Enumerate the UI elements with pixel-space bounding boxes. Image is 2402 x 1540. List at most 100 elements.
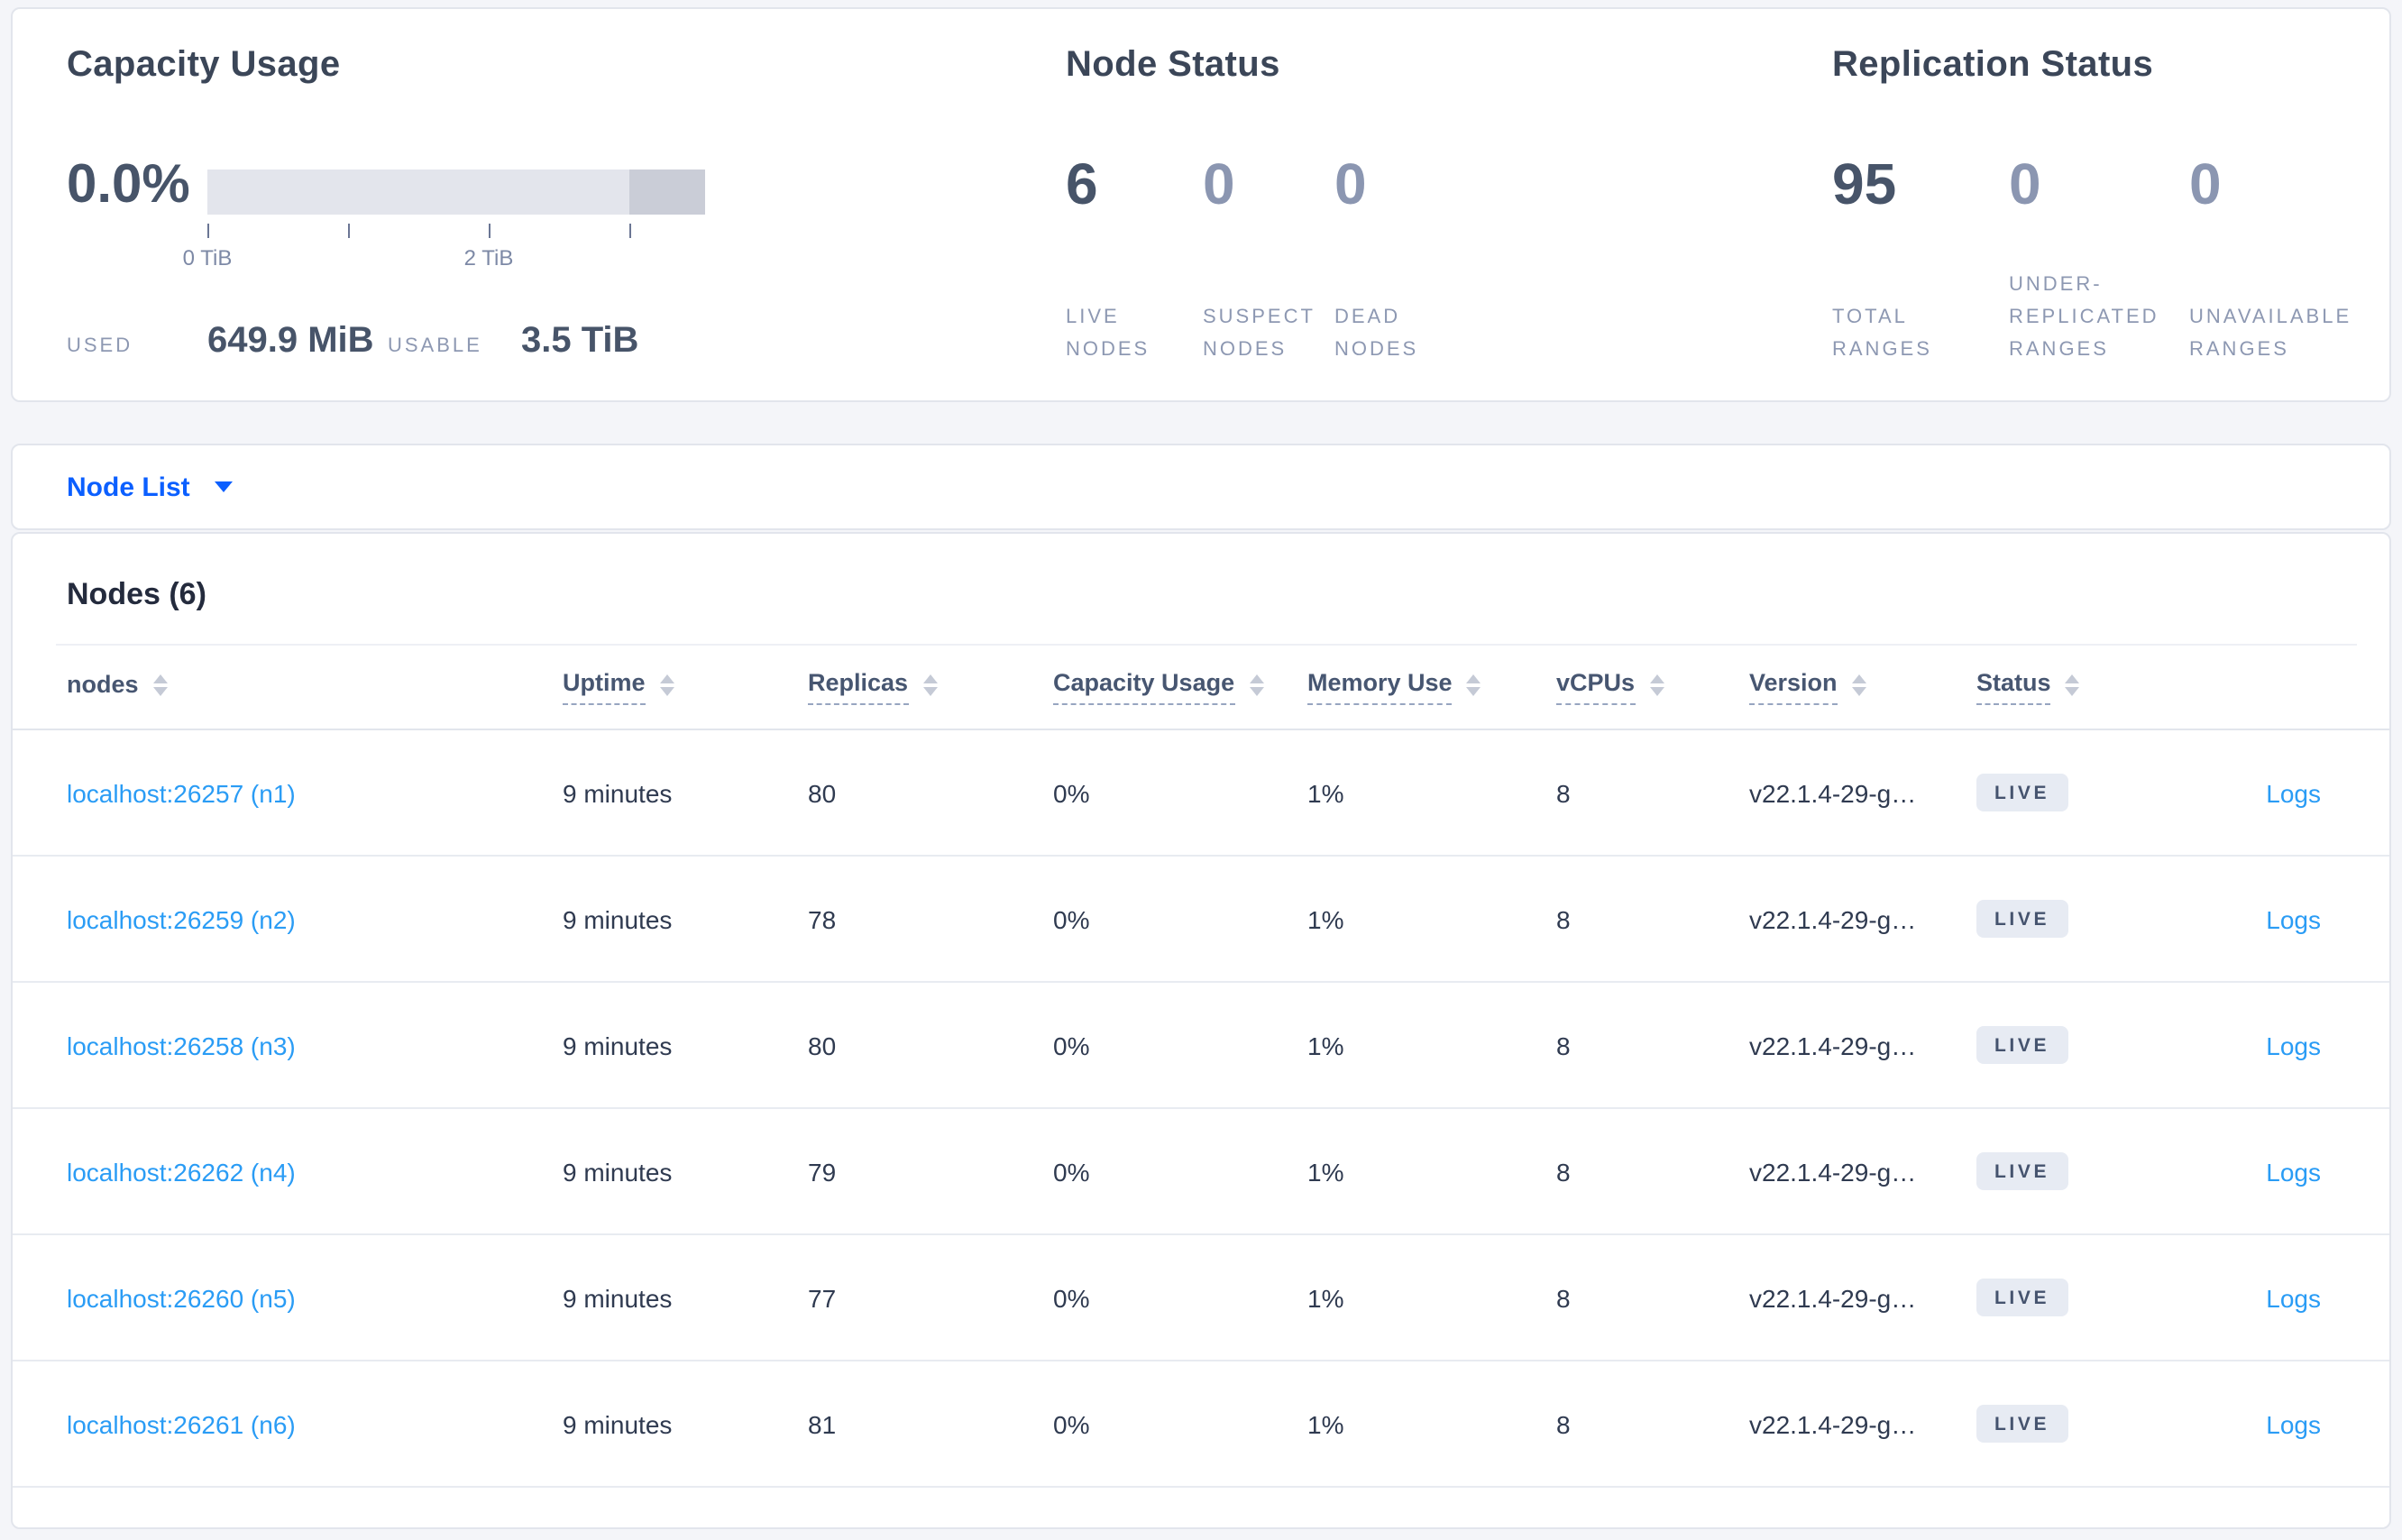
under-replicated-ranges-count: 0: [2009, 151, 2041, 216]
node-status-section: Node Status 6 0 0 LIVE NODES SUSPECT NOD…: [1066, 45, 1607, 370]
capacity-axis-labels: 0 TiB 2 TiB: [183, 245, 705, 274]
vcpus-cell: 8: [1556, 904, 1571, 933]
used-value: 649.9 MiB: [207, 321, 374, 361]
capacity-gauge: 0 TiB 2 TiB: [183, 170, 705, 274]
status-badge: LIVE: [1976, 1405, 2068, 1443]
dead-nodes-label: DEAD NODES: [1334, 307, 1419, 361]
logs-link[interactable]: Logs: [2266, 1031, 2321, 1059]
version-cell: v22.1.4-29-g…: [1749, 904, 1917, 933]
version-cell: v22.1.4-29-g…: [1749, 778, 1917, 807]
capacity-axis-ticks: [207, 224, 705, 240]
column-header-vcpus[interactable]: vCPUs: [1556, 669, 1749, 705]
version-cell: v22.1.4-29-g…: [1749, 1283, 1917, 1312]
status-badge: LIVE: [1976, 774, 2068, 811]
table-row: localhost:26257 (n1) 9 minutes 80 0% 1% …: [13, 730, 2389, 857]
axis-label-2tib: 2 TiB: [463, 245, 514, 270]
logs-link[interactable]: Logs: [2266, 1283, 2321, 1312]
node-link[interactable]: localhost:26261 (n6): [67, 1409, 296, 1438]
uptime-cell: 9 minutes: [563, 904, 673, 933]
node-status-title: Node Status: [1066, 45, 1280, 85]
cluster-summary-card: Capacity Usage 0.0% 0 TiB 2 TiB USED: [11, 7, 2391, 402]
column-header-capacity-usage[interactable]: Capacity Usage: [1053, 669, 1307, 705]
logs-link[interactable]: Logs: [2266, 904, 2321, 933]
uptime-cell: 9 minutes: [563, 1409, 673, 1438]
uptime-cell: 9 minutes: [563, 778, 673, 807]
table-row: localhost:26260 (n5) 9 minutes 77 0% 1% …: [13, 1235, 2389, 1361]
usable-value: 3.5 TiB: [521, 321, 639, 361]
table-header-row: nodes Uptime Replicas Capacity Usage Mem…: [13, 646, 2389, 730]
replicas-cell: 79: [808, 1157, 837, 1186]
axis-label-0tib: 0 TiB: [182, 245, 233, 270]
divider: [56, 644, 2357, 646]
capacity-usage-cell: 0%: [1053, 1409, 1090, 1438]
column-header-uptime[interactable]: Uptime: [563, 669, 808, 705]
under-replicated-ranges-label: UNDER-REPLICATED RANGES: [2009, 274, 2159, 361]
logs-link[interactable]: Logs: [2266, 1409, 2321, 1438]
column-header-memory-use[interactable]: Memory Use: [1307, 669, 1556, 705]
table-body: localhost:26257 (n1) 9 minutes 80 0% 1% …: [13, 730, 2389, 1488]
capacity-usage-cell: 0%: [1053, 1031, 1090, 1059]
node-link[interactable]: localhost:26259 (n2): [67, 904, 296, 933]
memory-use-cell: 1%: [1307, 1157, 1344, 1186]
version-cell: v22.1.4-29-g…: [1749, 1409, 1917, 1438]
capacity-usage-cell: 0%: [1053, 1283, 1090, 1312]
table-row: localhost:26259 (n2) 9 minutes 78 0% 1% …: [13, 857, 2389, 983]
suspect-nodes-label: SUSPECT NODES: [1203, 307, 1316, 361]
node-link[interactable]: localhost:26262 (n4): [67, 1157, 296, 1186]
unavailable-ranges-label: UNAVAILABLE RANGES: [2189, 307, 2352, 361]
total-ranges-count: 95: [1832, 151, 1897, 216]
table-row: localhost:26262 (n4) 9 minutes 79 0% 1% …: [13, 1109, 2389, 1235]
uptime-cell: 9 minutes: [563, 1031, 673, 1059]
sort-icon: [659, 674, 674, 696]
suspect-nodes-count: 0: [1203, 151, 1235, 216]
uptime-cell: 9 minutes: [563, 1157, 673, 1186]
logs-link[interactable]: Logs: [2266, 778, 2321, 807]
nodes-table-card: Nodes (6) nodes Uptime Replicas Capacity…: [11, 532, 2391, 1529]
memory-use-cell: 1%: [1307, 1283, 1344, 1312]
vcpus-cell: 8: [1556, 1031, 1571, 1059]
status-badge: LIVE: [1976, 1279, 2068, 1316]
sort-icon: [1249, 674, 1264, 696]
column-header-nodes[interactable]: nodes: [67, 670, 563, 704]
table-row: localhost:26261 (n6) 9 minutes 81 0% 1% …: [13, 1361, 2389, 1488]
uptime-cell: 9 minutes: [563, 1283, 673, 1312]
usable-label: USABLE: [388, 335, 482, 357]
column-header-version[interactable]: Version: [1749, 669, 1976, 705]
replicas-cell: 80: [808, 778, 837, 807]
vcpus-cell: 8: [1556, 1157, 1571, 1186]
status-badge: LIVE: [1976, 1152, 2068, 1190]
view-selector-dropdown[interactable]: Node List: [67, 472, 234, 502]
vcpus-cell: 8: [1556, 1409, 1571, 1438]
replicas-cell: 78: [808, 904, 837, 933]
capacity-usage-cell: 0%: [1053, 778, 1090, 807]
memory-use-cell: 1%: [1307, 778, 1344, 807]
replication-status-title: Replication Status: [1832, 45, 2154, 85]
node-link[interactable]: localhost:26260 (n5): [67, 1283, 296, 1312]
vcpus-cell: 8: [1556, 778, 1571, 807]
column-header-replicas[interactable]: Replicas: [808, 669, 1053, 705]
capacity-bar-segment: [629, 170, 705, 215]
capacity-usage-title: Capacity Usage: [67, 45, 341, 85]
column-header-status[interactable]: Status: [1976, 669, 2193, 705]
version-cell: v22.1.4-29-g…: [1749, 1157, 1917, 1186]
logs-link[interactable]: Logs: [2266, 1157, 2321, 1186]
node-link[interactable]: localhost:26257 (n1): [67, 778, 296, 807]
capacity-used-usable: USED 649.9 MiB USABLE 3.5 TiB: [67, 321, 638, 362]
live-nodes-label: LIVE NODES: [1066, 307, 1151, 361]
status-badge: LIVE: [1976, 900, 2068, 938]
capacity-usage-cell: 0%: [1053, 904, 1090, 933]
view-selector-bar: Node List: [11, 444, 2391, 530]
used-label: USED: [67, 335, 133, 357]
memory-use-cell: 1%: [1307, 1031, 1344, 1059]
vcpus-cell: 8: [1556, 1283, 1571, 1312]
replicas-cell: 77: [808, 1283, 837, 1312]
replicas-cell: 81: [808, 1409, 837, 1438]
memory-use-cell: 1%: [1307, 904, 1344, 933]
unavailable-ranges-count: 0: [2189, 151, 2222, 216]
status-badge: LIVE: [1976, 1026, 2068, 1064]
sort-icon: [1649, 674, 1664, 696]
capacity-percent-value: 0.0%: [67, 155, 190, 215]
sort-icon: [922, 674, 938, 696]
node-link[interactable]: localhost:26258 (n3): [67, 1031, 296, 1059]
